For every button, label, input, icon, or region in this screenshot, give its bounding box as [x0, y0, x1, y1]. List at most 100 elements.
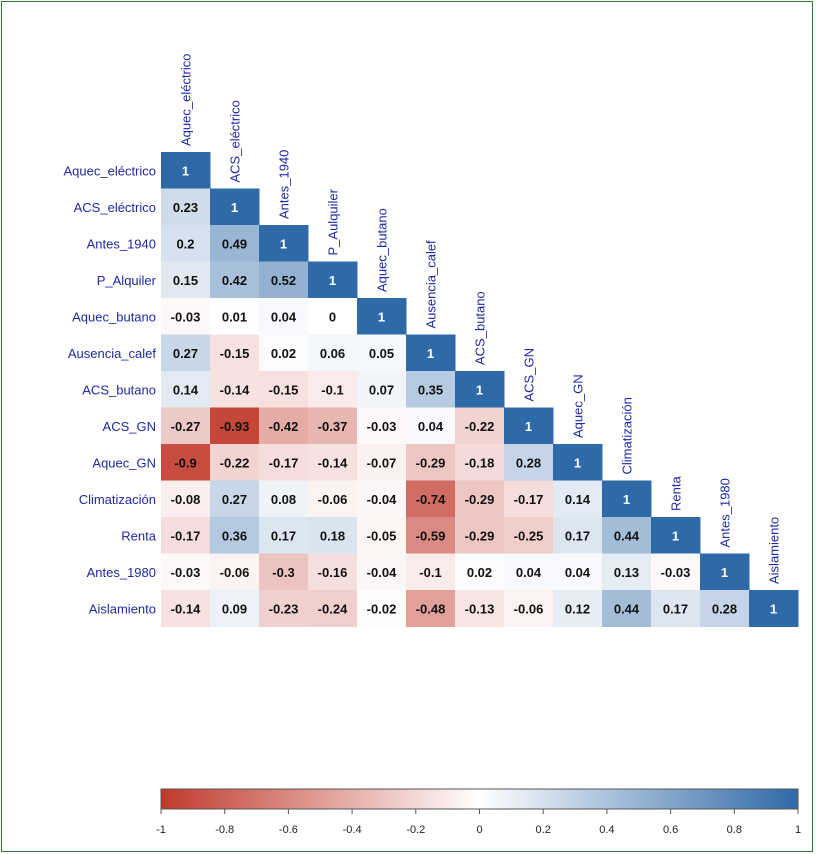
heatmap-cell [161, 261, 211, 299]
heatmap-cell [161, 444, 211, 481]
cell-value-label: 1 [525, 419, 532, 434]
heatmap-cell [161, 590, 211, 627]
column-label: ACS_butano [473, 291, 488, 365]
heatmap-cell [308, 553, 358, 591]
column-label: Renta [669, 476, 684, 511]
heatmap-cell [308, 298, 358, 335]
row-label: Antes_1940 [87, 236, 156, 251]
cell-value-label: 0.04 [271, 309, 297, 324]
heatmap-cell [504, 553, 554, 591]
heatmap-cell [259, 444, 309, 481]
row-label: Aislamiento [89, 601, 156, 616]
cell-value-label: -0.03 [367, 419, 397, 434]
heatmap-cell [700, 590, 750, 627]
row-label: ACS_GN [103, 419, 156, 434]
row-labels: Aquec_eléctrico ACS_eléctrico Antes_1940 P_… [64, 163, 157, 616]
cell-value-label: 0.02 [467, 565, 492, 580]
cell-value-label: 1 [721, 565, 728, 580]
heatmap-cell [259, 298, 309, 335]
heatmap-cell [210, 590, 260, 627]
cell-value-label: -0.15 [220, 346, 250, 361]
cell-value-label: 0.02 [271, 346, 296, 361]
row-label: Climatización [79, 492, 156, 507]
heatmap-cell [259, 225, 309, 262]
heatmap-cell [406, 444, 456, 481]
cell-value-label: -0.24 [318, 601, 348, 616]
cell-value-label: -0.23 [269, 601, 299, 616]
cell-value-label: -0.29 [465, 528, 495, 543]
heatmap-cell [700, 553, 750, 591]
cell-value-label: 0.05 [369, 346, 394, 361]
heatmap-cell [357, 553, 407, 591]
heatmap-cell [210, 553, 260, 591]
cell-value-label: -0.29 [465, 492, 495, 507]
heatmap-cell [455, 590, 505, 627]
cell-value-label: 1 [770, 601, 777, 616]
heatmap-cell [259, 371, 309, 408]
cell-value-label: 0.42 [222, 273, 247, 288]
heatmap-cell [406, 371, 456, 408]
cell-value-label: 1 [623, 492, 630, 507]
cell-value-label: 0.17 [565, 528, 590, 543]
cell-value-label: -0.9 [174, 455, 196, 470]
heatmap-cell [651, 553, 701, 591]
color-scale-tick-label: -0.2 [406, 824, 425, 836]
color-scale-tick-label: 0.8 [727, 824, 742, 836]
heatmap-cell [749, 590, 799, 627]
color-scale-tick-label: -0.4 [343, 824, 362, 836]
color-scale-tick-label: 1 [795, 824, 801, 836]
cell-value-label: 0.18 [320, 528, 345, 543]
heatmap-cell [357, 480, 407, 518]
heatmap-cell [210, 188, 260, 226]
heatmap-cell [210, 517, 260, 554]
cell-value-label: -0.14 [318, 455, 348, 470]
heatmap-cell [308, 334, 358, 372]
heatmap-cell [406, 517, 456, 554]
cell-value-label: -0.22 [220, 455, 250, 470]
cell-value-label: -0.13 [465, 601, 495, 616]
heatmap-cell [553, 590, 603, 627]
cell-value-label: -0.04 [367, 565, 397, 580]
color-scale-tick-label: 0.6 [663, 824, 678, 836]
row-label: Aquec_eléctrico [64, 163, 157, 178]
heatmap-cell [553, 517, 603, 554]
cell-value-label: -0.29 [416, 455, 446, 470]
heatmap-cell [161, 407, 211, 445]
cell-value-label: -0.37 [318, 419, 348, 434]
heatmap-cell [406, 407, 456, 445]
heatmap-cell [259, 590, 309, 627]
cell-value-label: 0.17 [663, 601, 688, 616]
heatmap-cell [504, 590, 554, 627]
heatmap-cell [308, 261, 358, 299]
cell-value-label: -0.93 [220, 419, 250, 434]
column-label: Antes_1980 [718, 478, 733, 547]
heatmap-cell [406, 480, 456, 518]
cell-value-label: -0.06 [514, 601, 544, 616]
cell-value-label: -0.25 [514, 528, 544, 543]
column-labels: Aquec_eléctrico ACS_eléctrico Antes_1940 P_… [179, 54, 782, 585]
cell-value-label: 0.2 [176, 236, 194, 251]
cell-value-label: 1 [329, 273, 336, 288]
heatmap-cell [161, 225, 211, 262]
heatmap-cell [259, 261, 309, 299]
cell-value-label: -0.04 [367, 492, 397, 507]
column-label: Antes_1940 [277, 150, 292, 219]
heatmap-cell [357, 444, 407, 481]
heatmap-cell [602, 590, 652, 627]
cell-value-label: 0.44 [614, 601, 640, 616]
color-scale-tick-label: 0.4 [599, 824, 614, 836]
color-scale-tick-label: -1 [156, 824, 166, 836]
heatmap-cell [210, 334, 260, 372]
heatmap-cell [210, 298, 260, 335]
heatmap-cell [161, 553, 211, 591]
heatmap-cell [602, 553, 652, 591]
row-label: Renta [121, 528, 156, 543]
row-label: P_Alquiler [97, 273, 157, 288]
heatmap-cell [602, 517, 652, 554]
heatmap-cell [553, 553, 603, 591]
cell-value-label: 1 [672, 528, 679, 543]
cell-value-label: 0.09 [222, 601, 247, 616]
cell-value-label: 0.04 [516, 565, 542, 580]
cell-value-label: 0.28 [712, 601, 737, 616]
cell-value-label: 0.28 [516, 455, 541, 470]
